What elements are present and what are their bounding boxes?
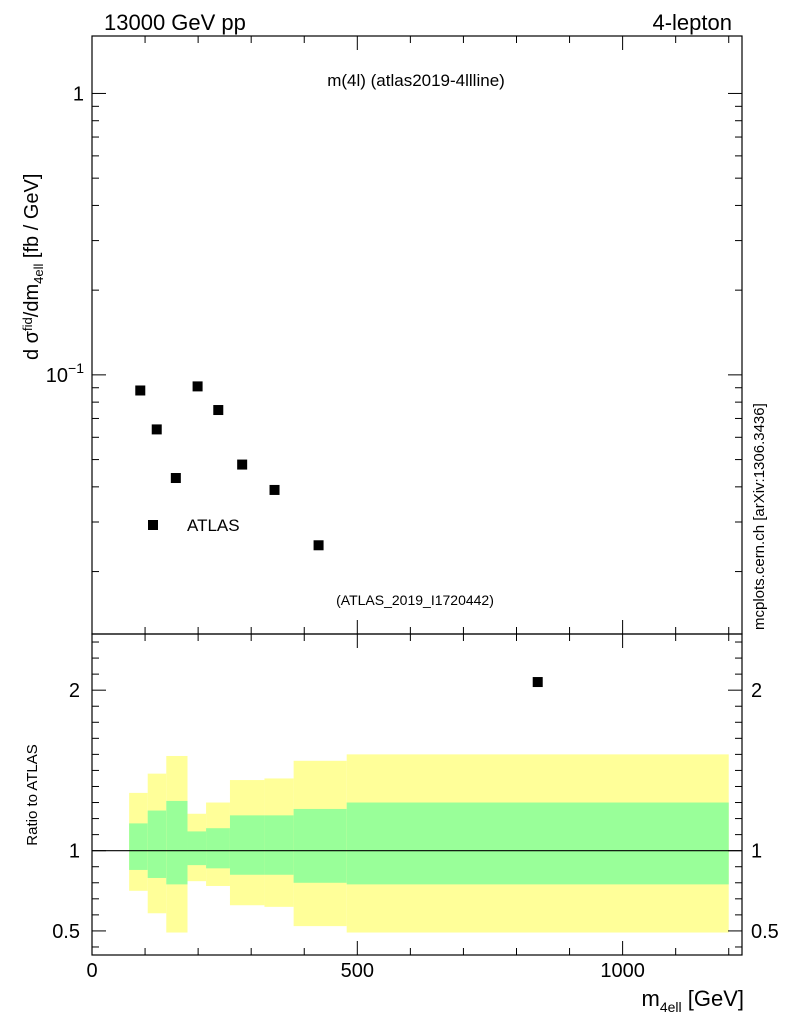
ratio-band-inner: [346, 802, 729, 885]
ratio-band-inner: [264, 815, 294, 875]
ratio-plot-frame: [91, 633, 743, 956]
ratio-y-tick-label-right: 0.5: [751, 921, 779, 943]
legend: ATLAS: [148, 516, 240, 535]
main-y-tick-label: 1: [73, 83, 84, 105]
ratio-plot-area: 0.5 0.5 1 1 2 2 0 500 1000: [52, 633, 779, 982]
main-plot-frame: [91, 35, 743, 635]
legend-label: ATLAS: [187, 516, 240, 535]
legend-marker: [148, 520, 158, 530]
main-plot-area: m(4l) (atlas2019-4llline) (ATLAS_2019_I1…: [46, 35, 743, 688]
ratio-band-inner: [229, 815, 265, 875]
ratio-band-inner: [147, 810, 167, 878]
ratio-band-inner: [293, 808, 347, 883]
side-credit: mcplots.cern.ch [arXiv:1306.3436]: [751, 403, 768, 630]
ratio-y-tick-label-right: 1: [751, 841, 762, 863]
header-right: 4-lepton: [652, 10, 732, 35]
data-point: [313, 540, 324, 551]
y-axis-label-ratio: Ratio to ATLAS: [24, 744, 41, 845]
ratio-bands: [129, 754, 729, 933]
main-y-tick-label: 10−1: [46, 360, 84, 387]
ratio-y-tick-label: 0.5: [52, 921, 80, 943]
ratio-y-tick-label-right: 2: [751, 680, 762, 702]
ratio-band-inner: [206, 828, 230, 869]
plot-title: m(4l) (atlas2019-4llline): [327, 71, 505, 90]
data-point: [170, 473, 181, 484]
data-point: [532, 677, 543, 688]
x-tick-label: 0: [86, 960, 97, 982]
ratio-axis-ticks: 0.5 0.5 1 1 2 2 0 500 1000: [52, 634, 779, 982]
ratio-band-inner: [166, 800, 188, 885]
data-point: [237, 459, 248, 470]
ratio-band-inner: [187, 831, 207, 866]
header-left: 13000 GeV pp: [104, 10, 246, 35]
data-point: [135, 385, 146, 396]
main-data-marks: [135, 381, 543, 688]
data-point: [269, 484, 280, 495]
ratio-band-inner: [129, 823, 148, 870]
data-point: [192, 381, 203, 392]
main-axis-ticks: 1 10−1: [46, 36, 742, 634]
ratio-y-tick-label: 1: [69, 841, 80, 863]
x-tick-label: 1000: [600, 960, 645, 982]
y-axis-label-main: d σfid/dm4ell [fb / GeV]: [20, 174, 46, 360]
x-tick-label: 500: [341, 960, 374, 982]
x-axis-label: m4ell [GeV]: [642, 986, 744, 1015]
analysis-id: (ATLAS_2019_I1720442): [336, 592, 494, 608]
data-point: [213, 405, 224, 416]
data-point: [151, 424, 162, 435]
ratio-y-tick-label: 2: [69, 680, 80, 702]
